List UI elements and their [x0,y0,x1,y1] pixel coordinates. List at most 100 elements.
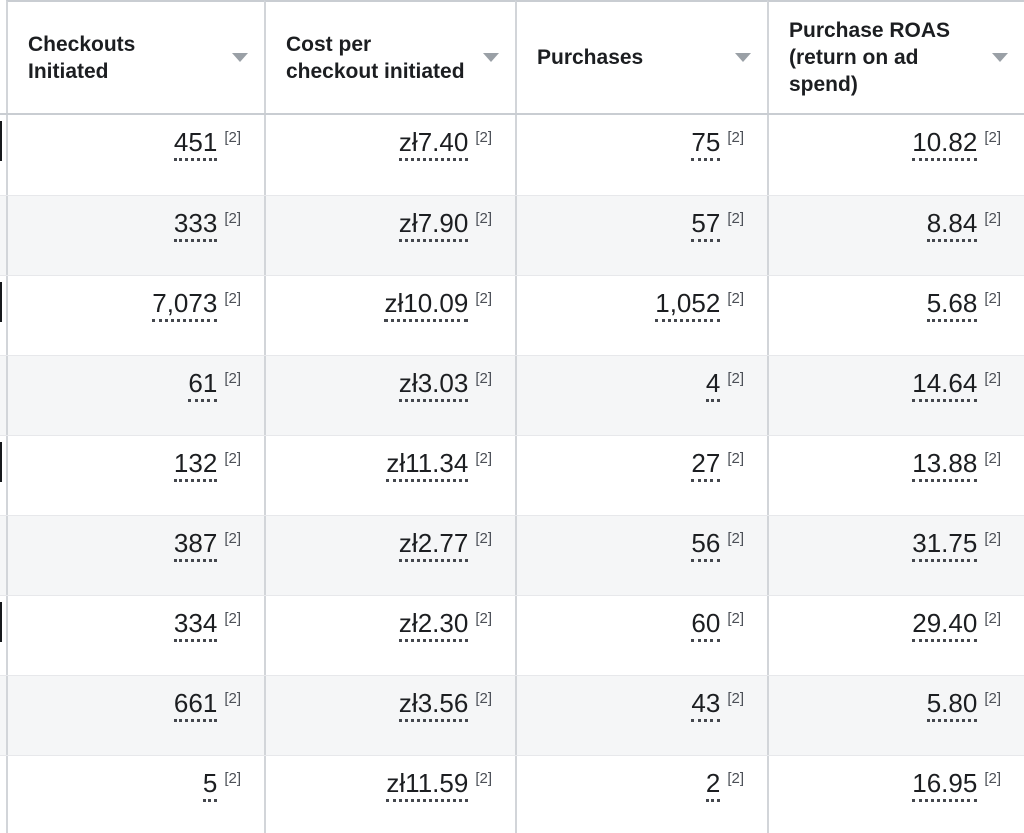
metric-value[interactable]: 43 [2] [691,689,744,722]
column-header-label: Purchases [537,46,644,69]
metric-value[interactable]: 60 [2] [691,609,744,642]
metric-value[interactable]: 661 [2] [173,689,241,722]
column-header-purchase-roas[interactable]: Purchase ROAS (return on ad spend) [767,0,1024,113]
footnote-marker: [2] [224,129,241,146]
metric-number: 75 [691,128,721,161]
metric-number: 7,073 [152,289,218,322]
metric-value[interactable]: 57 [2] [691,209,744,242]
metric-value[interactable]: 27 [2] [691,449,744,482]
metric-value[interactable]: 13.88 [2] [912,449,1001,482]
metric-number: 13.88 [912,449,978,482]
metric-value[interactable]: zł3.56 [2] [398,689,492,722]
column-header-purchases[interactable]: Purchases [515,0,767,113]
metric-value[interactable]: 2 [2] [705,769,744,802]
metric-number: zł11.34 [386,449,469,482]
metric-value[interactable]: 56 [2] [691,529,744,562]
footnote-marker: [2] [224,450,241,467]
metric-value[interactable]: zł7.90 [2] [398,209,492,242]
footnote-marker: [2] [475,370,492,387]
cell-purchases: 56 [2] [515,516,767,595]
footnote-marker: [2] [224,370,241,387]
cell-purchase-roas: 10.82 [2] [767,115,1024,195]
cell-purchases: 27 [2] [515,436,767,515]
metric-number: 31.75 [912,529,978,562]
metric-value[interactable]: 16.95 [2] [912,769,1001,802]
table-row: 132 [2] zł11.34 [2] 27 [2] 13.88 [2] [0,435,1024,515]
cell-cost-per-checkout-initiated: zł10.09 [2] [264,276,515,355]
chevron-down-icon[interactable] [735,53,751,62]
metric-value[interactable]: 333 [2] [173,209,241,242]
metric-value[interactable]: 61 [2] [188,369,241,402]
table-body: 451 [2] zł7.40 [2] 75 [2] 10.82 [2] 333 [2] zł7.9… [0,115,1024,833]
metric-value[interactable]: 387 [2] [173,529,241,562]
left-gutter [0,756,6,833]
footnote-marker: [2] [727,610,744,627]
cell-checkouts-initiated: 333 [2] [6,196,264,275]
metric-value[interactable]: zł3.03 [2] [398,369,492,402]
metric-value[interactable]: zł11.34 [2] [386,449,492,482]
metric-value[interactable]: zł10.09 [2] [384,289,492,322]
table-row: 61 [2] zł3.03 [2] 4 [2] 14.64 [2] [0,355,1024,435]
metric-number: 1,052 [655,289,721,322]
metric-value[interactable]: 10.82 [2] [912,128,1001,161]
metric-number: 387 [173,529,218,562]
metric-value[interactable]: 29.40 [2] [912,609,1001,642]
cell-purchases: 43 [2] [515,676,767,755]
metric-value[interactable]: 451 [2] [173,128,241,161]
footnote-marker: [2] [475,690,492,707]
metric-number: 14.64 [912,369,978,402]
footnote-marker: [2] [224,530,241,547]
metric-number: 61 [188,369,218,402]
metric-number: zł2.77 [398,529,469,562]
metric-value[interactable]: zł2.77 [2] [398,529,492,562]
metric-number: zł7.90 [398,209,469,242]
metric-number: 5 [202,769,218,802]
column-header-cost-per-checkout-initiated[interactable]: Cost per checkout initiated [264,0,515,113]
metric-value[interactable]: zł7.40 [2] [398,128,492,161]
chevron-down-icon[interactable] [483,53,499,62]
metric-number: 60 [691,609,721,642]
footnote-marker: [2] [727,290,744,307]
column-header-checkouts-initiated[interactable]: Checkouts Initiated [6,0,264,113]
chevron-down-icon[interactable] [232,53,248,62]
metric-value[interactable]: 31.75 [2] [912,529,1001,562]
cell-purchases: 1,052 [2] [515,276,767,355]
metric-number: 5.68 [926,289,978,322]
metric-value[interactable]: 1,052 [2] [655,289,744,322]
footnote-marker: [2] [224,210,241,227]
cell-purchase-roas: 16.95 [2] [767,756,1024,833]
cell-cost-per-checkout-initiated: zł2.30 [2] [264,596,515,675]
footnote-marker: [2] [984,210,1001,227]
metric-value[interactable]: zł11.59 [2] [386,769,492,802]
cutoff-content-sliver [0,442,2,482]
footnote-marker: [2] [727,770,744,787]
metric-value[interactable]: 132 [2] [173,449,241,482]
cell-checkouts-initiated: 7,073 [2] [6,276,264,355]
metric-value[interactable]: 75 [2] [691,128,744,161]
metric-value[interactable]: 334 [2] [173,609,241,642]
metric-value[interactable]: 5.68 [2] [926,289,1001,322]
metric-value[interactable]: zł2.30 [2] [398,609,492,642]
left-gutter [0,356,6,435]
cell-purchase-roas: 14.64 [2] [767,356,1024,435]
table-row: 5 [2] zł11.59 [2] 2 [2] 16.95 [2] [0,755,1024,833]
metric-number: 27 [691,449,721,482]
footnote-marker: [2] [727,530,744,547]
cell-purchase-roas: 29.40 [2] [767,596,1024,675]
left-gutter [0,196,6,275]
chevron-down-icon[interactable] [992,53,1008,62]
metric-value[interactable]: 5 [2] [202,769,241,802]
metric-value[interactable]: 4 [2] [705,369,744,402]
cell-checkouts-initiated: 132 [2] [6,436,264,515]
metric-value[interactable]: 5.80 [2] [926,689,1001,722]
metric-value[interactable]: 8.84 [2] [926,209,1001,242]
metric-number: 16.95 [912,769,978,802]
table-row: 333 [2] zł7.90 [2] 57 [2] 8.84 [2] [0,195,1024,275]
column-header-label: Cost per checkout initiated [286,32,465,83]
metric-value[interactable]: 14.64 [2] [912,369,1001,402]
metric-value[interactable]: 7,073 [2] [152,289,241,322]
footnote-marker: [2] [984,129,1001,146]
cutoff-content-sliver [0,121,2,161]
cell-purchases: 2 [2] [515,756,767,833]
